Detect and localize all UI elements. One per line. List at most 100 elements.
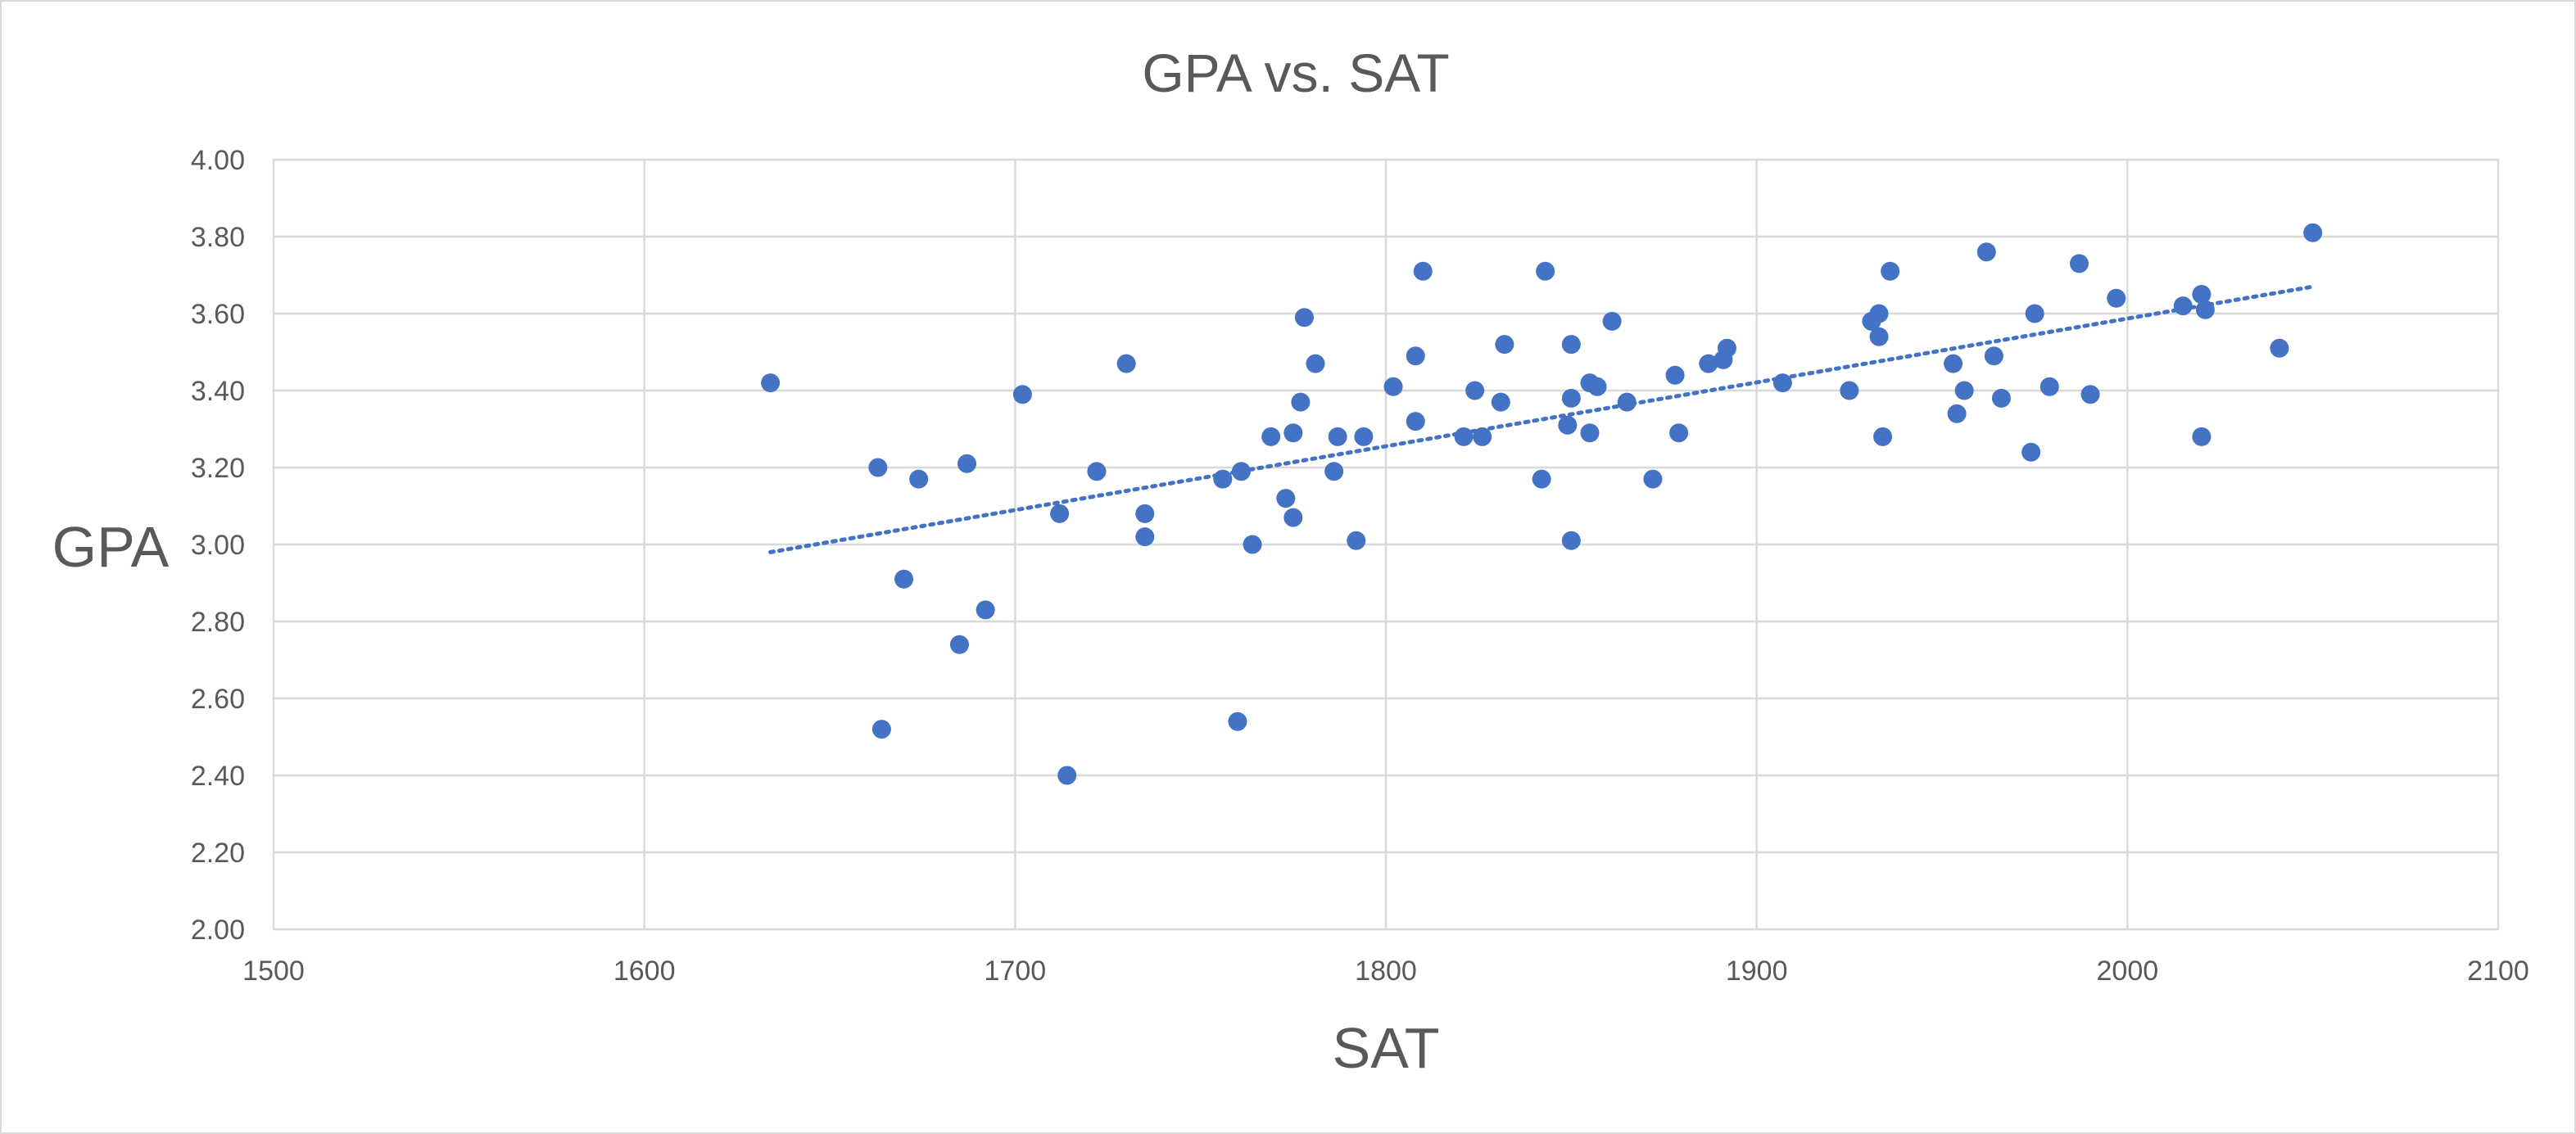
data-point [1976,242,1996,262]
data-point [2303,223,2323,242]
trendline [768,284,2316,554]
data-point [1561,388,1581,408]
data-point [2069,254,2089,273]
data-point [1873,427,1893,446]
y-axis-title: GPA [52,515,170,579]
data-point [2107,288,2126,308]
data-point [1413,261,1433,281]
chart-title: GPA vs. SAT [1142,43,1449,103]
data-point [1984,346,2003,366]
data-point [1306,354,1325,373]
data-point [1699,354,1718,373]
data-point [2080,385,2100,404]
data-point [1291,392,1311,412]
x-tick-label: 1600 [613,956,676,987]
data-point [1944,354,1963,373]
data-point [1050,504,1070,523]
tick-labels: 1500 1600 1700 1800 1900 2000 2100 2.00 2.20 2.40… [191,145,2529,987]
x-tick-label: 1800 [1355,956,1417,987]
y-tick-label: 3.60 [191,299,245,330]
y-tick-label: 3.80 [191,222,245,253]
data-point [1473,427,1492,446]
data-point [1954,381,1974,400]
data-points [761,223,2323,785]
data-point [1135,527,1155,547]
data-point [1087,462,1107,481]
data-point [761,373,781,393]
plot-area-border [272,158,2500,931]
data-point [1491,392,1510,412]
data-point [1532,469,1551,489]
data-point [2192,427,2212,446]
data-point [1294,308,1314,328]
data-point [1406,346,1425,366]
data-point [871,720,891,739]
data-point [1495,335,1514,355]
data-point [894,569,914,589]
data-point [1665,365,1685,385]
data-point [1243,535,1262,554]
data-point [1536,261,1555,281]
data-point [1587,377,1607,396]
data-point [1347,531,1366,550]
y-tick-label: 3.20 [191,453,245,484]
data-point [1947,404,1967,423]
data-point [1669,423,1689,443]
data-point [1617,392,1637,412]
data-point [2192,285,2212,304]
data-point [1840,381,1859,400]
data-point [868,458,888,477]
y-tick-label: 2.80 [191,607,245,638]
data-point [1580,423,1600,443]
data-point [1465,381,1485,400]
gridlines [274,160,2498,929]
data-point [1116,354,1136,373]
y-tick-label: 2.00 [191,915,245,946]
data-point [1406,412,1425,431]
data-point [1012,385,1032,404]
y-tick-label: 4.00 [191,145,245,176]
x-tick-label: 2100 [2467,956,2529,987]
data-point [1869,304,1889,323]
data-point [1602,311,1622,331]
data-point [1057,766,1077,785]
data-point [1558,415,1578,435]
x-tick-label: 2000 [2097,956,2159,987]
data-point [1231,462,1251,481]
data-point [1717,338,1736,358]
data-point [2195,300,2215,319]
data-point [1328,427,1347,446]
x-tick-label: 1500 [242,956,305,987]
data-point [1869,327,1889,346]
data-point [1135,504,1155,523]
data-point [1561,531,1581,550]
data-point [1383,377,1403,396]
data-point [1881,261,1900,281]
data-point [1283,508,1303,527]
data-point [2025,304,2044,323]
data-point [1991,388,2011,408]
data-point [1772,373,1792,393]
data-point [1454,427,1474,446]
data-point [1276,489,1296,508]
y-tick-label: 2.40 [191,761,245,792]
data-point [909,469,929,489]
y-tick-label: 3.40 [191,376,245,407]
y-tick-label: 3.00 [191,530,245,561]
data-point [1283,423,1303,443]
data-point [1324,462,1344,481]
data-point [2040,377,2059,396]
y-tick-label: 2.60 [191,684,245,715]
data-point [2173,296,2193,316]
data-point [957,454,976,473]
data-point [1561,335,1581,355]
y-tick-label: 2.20 [191,838,245,869]
data-point [976,600,995,620]
data-point [1213,469,1233,489]
data-point [1354,427,1374,446]
data-point [1643,469,1663,489]
data-point [949,635,969,654]
data-point [1261,427,1281,446]
